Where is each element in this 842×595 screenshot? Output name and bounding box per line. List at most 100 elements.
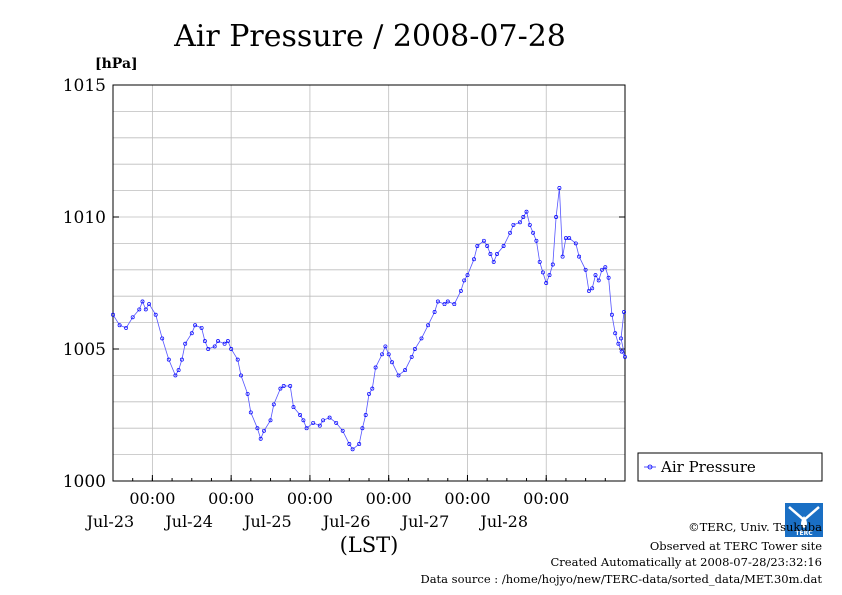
data-point (485, 244, 490, 248)
data-point (153, 312, 158, 317)
data-point (173, 373, 178, 378)
data-point (458, 288, 463, 293)
data-point (495, 252, 499, 256)
data-point (619, 336, 623, 341)
data-point (380, 352, 385, 357)
data-point (560, 254, 565, 259)
data-point (130, 315, 135, 320)
y-tick-label: 1015 (63, 76, 106, 96)
data-point (583, 267, 588, 272)
data-point (321, 418, 326, 423)
x-tick-time-label: 00:00 (366, 489, 412, 508)
x-tick-date-label: Jul-24 (163, 512, 213, 531)
data-point (291, 405, 296, 410)
data-point (350, 447, 355, 452)
y-tick-label: 1005 (63, 340, 106, 360)
data-point (222, 341, 227, 346)
data-point (317, 423, 322, 428)
legend-marker (647, 464, 653, 470)
data-point (278, 386, 283, 391)
data-point (426, 323, 431, 328)
data-point (537, 259, 542, 264)
data-point (488, 252, 493, 256)
data-point (370, 386, 375, 391)
data-point (271, 402, 276, 407)
y-axis: 1000 1005 1010 1015 (63, 76, 625, 492)
x-axis-label: (LST) (340, 533, 399, 557)
y-axis-unit-label: [hPa] (95, 56, 138, 72)
x-axis: 00:00 Jul-23 00:00 Jul-24 00:00 Jul-25 00:00 Ju… (85, 475, 606, 531)
data-point (193, 323, 198, 328)
data-point (117, 323, 122, 328)
x-tick-date-label: Jul-23 (85, 512, 135, 531)
data-point (367, 391, 371, 396)
data-point (239, 373, 243, 378)
data-point (435, 299, 440, 304)
data-point (225, 339, 230, 344)
data-point (396, 373, 401, 378)
data-point (301, 418, 306, 423)
data-point (475, 244, 480, 248)
data-point (491, 259, 496, 264)
data-point (147, 302, 152, 307)
y-tick-label: 1000 (63, 472, 106, 492)
data-point (199, 325, 204, 330)
data-point (383, 344, 388, 349)
data-point (176, 368, 181, 373)
data-point (409, 354, 414, 359)
data-point (573, 241, 578, 246)
logo-text: TERC (795, 530, 813, 537)
data-point (465, 273, 470, 278)
data-point (547, 273, 552, 278)
data-point (432, 310, 437, 314)
data-point (160, 336, 165, 341)
data-point (327, 415, 332, 420)
data-point (183, 341, 188, 346)
air-pressure-line (112, 187, 626, 450)
data-point (577, 254, 582, 259)
data-point (202, 339, 207, 344)
data-point (596, 278, 601, 283)
data-point (511, 222, 516, 227)
data-point (288, 384, 293, 388)
data-point (462, 278, 467, 283)
x-tick-date-label: Jul-28 (478, 512, 528, 531)
data-point (501, 244, 506, 248)
data-point (619, 349, 624, 354)
x-tick-time-label: 00:00 (523, 489, 569, 508)
x-tick-time-label: 00:00 (208, 489, 254, 508)
x-tick-time-label: 00:00 (444, 489, 490, 508)
data-point (531, 230, 536, 235)
data-point (245, 391, 250, 396)
data-point (248, 410, 253, 415)
data-point (445, 299, 450, 304)
data-point (603, 265, 608, 270)
data-point (137, 307, 142, 312)
terc-logo-icon: TERC (785, 503, 823, 537)
data-point (386, 352, 391, 357)
logo-drop (801, 516, 807, 528)
data-point (143, 307, 148, 312)
data-point (609, 312, 614, 317)
data-point (373, 365, 378, 370)
legend-box (637, 452, 823, 482)
data-point (442, 302, 447, 307)
data-point (255, 426, 260, 431)
data-point (111, 312, 115, 317)
data-point (216, 339, 220, 344)
data-point (550, 262, 555, 267)
data-point (140, 299, 145, 304)
data-point (518, 220, 522, 225)
credit-copyright: ©TERC, Univ. Tsukuba (688, 520, 822, 534)
data-point (600, 267, 604, 272)
data-point (360, 426, 365, 431)
data-point (590, 286, 595, 291)
data-point (554, 215, 559, 219)
data-point (334, 420, 339, 425)
x-tick-date-label: Jul-25 (242, 512, 292, 531)
data-point (268, 418, 273, 423)
data-point (613, 331, 618, 336)
data-point (586, 288, 591, 293)
data-point (419, 336, 424, 341)
data-point (544, 281, 549, 285)
